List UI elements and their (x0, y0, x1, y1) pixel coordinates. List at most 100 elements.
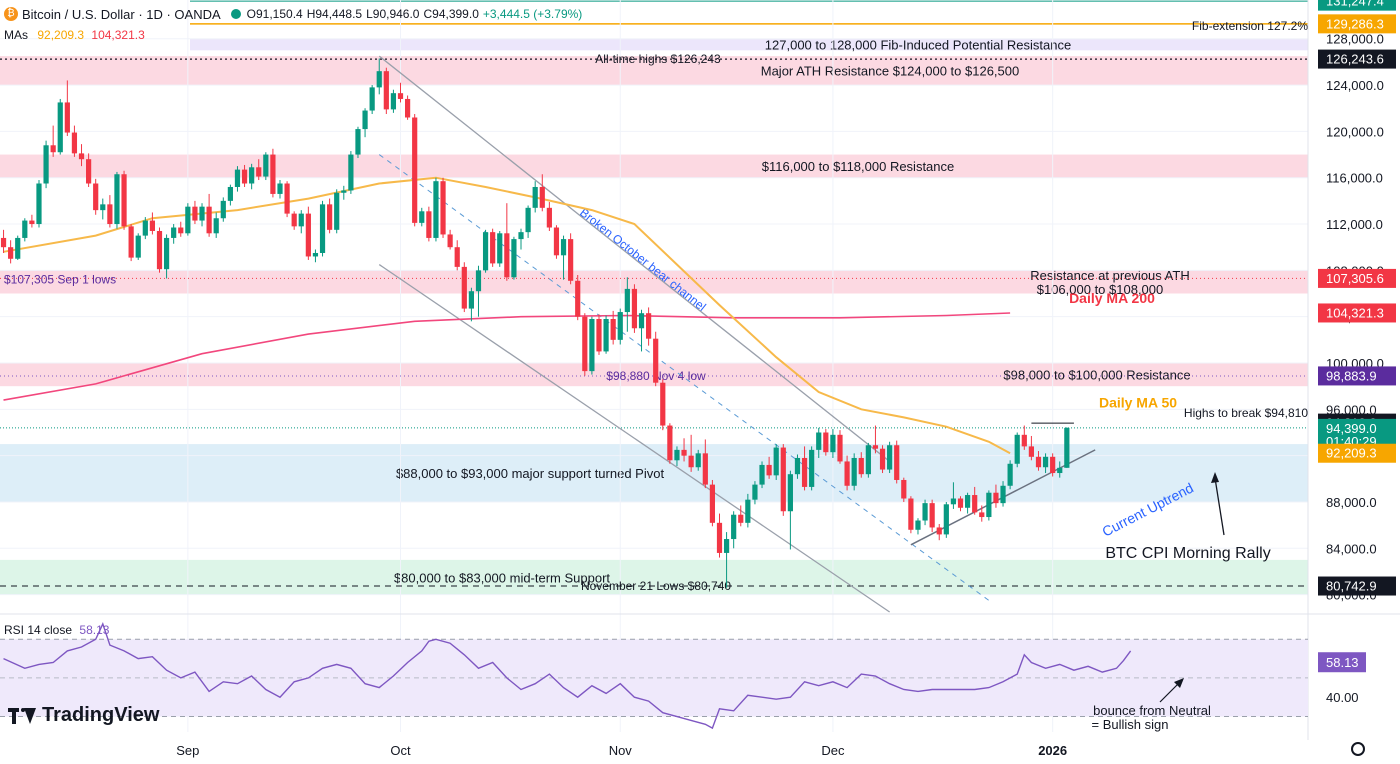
rsi-legend[interactable]: RSI 14 close 58.13 (4, 623, 109, 637)
y-tick-label: 112,000.0 (1326, 217, 1383, 232)
ma-legend[interactable]: MAs 92,209.3 104,321.3 (4, 28, 145, 42)
candle-body (206, 206, 212, 234)
candle-body (801, 457, 808, 487)
price-tag-text: 126,243.6 (1326, 52, 1384, 67)
candle-body (518, 232, 524, 240)
zone-band (0, 56, 1308, 86)
tradingview-wordmark: TradingView (42, 704, 160, 726)
candle-body (404, 98, 411, 118)
candle-body (646, 313, 652, 339)
candle-body (979, 512, 985, 518)
candle-body (617, 312, 623, 340)
candle-body (723, 539, 730, 553)
channel-label: Broken October bear channel (577, 205, 708, 313)
candle-body (624, 288, 630, 313)
candle-body (220, 200, 226, 219)
candle-body (610, 319, 616, 340)
candle-body (809, 449, 815, 487)
candle-body (100, 204, 106, 211)
candle-body (22, 220, 28, 238)
candle-body (964, 495, 971, 508)
candle-body (199, 206, 205, 221)
candle-body (1064, 427, 1070, 468)
candle-body (362, 110, 368, 130)
candle-body (950, 498, 957, 505)
price-tag (1318, 268, 1396, 288)
candle-body (263, 154, 269, 177)
candle-body (171, 227, 177, 238)
fib-label: Fib-extension 127.2% (1192, 19, 1308, 33)
candle-body (64, 102, 70, 133)
candle-body (256, 167, 262, 177)
ohlc-change: +3,444.5 (+3.79%) (482, 7, 583, 21)
candle-body (50, 145, 56, 153)
ohlc-open: O91,150.4 (246, 7, 303, 21)
candle-body (284, 183, 290, 214)
candle-body (638, 313, 645, 329)
candle-body (993, 492, 999, 504)
bounce-arrowhead (1174, 678, 1184, 688)
candle-body (858, 457, 864, 475)
candle-body (972, 495, 978, 513)
candle-body (1021, 434, 1027, 447)
rsi-label: RSI 14 close (4, 623, 73, 637)
candle-body (794, 457, 801, 475)
candle-body (709, 484, 716, 523)
candle-body (334, 192, 340, 230)
candle-body (433, 181, 439, 238)
market-status-icon (230, 9, 241, 19)
rsi-legend-value: 58.13 (79, 623, 110, 637)
candle-body (440, 181, 446, 235)
candle-body (773, 447, 779, 476)
candle-body (475, 270, 482, 292)
price-tag (1318, 0, 1396, 11)
chart-legend: ₿ Bitcoin / U.S. Dollar · 1D · OANDA O91… (0, 0, 586, 28)
candle-body (270, 154, 276, 194)
candle-body (397, 93, 404, 99)
candle-body (603, 319, 609, 352)
candle-body (447, 234, 453, 248)
tradingview-logo[interactable]: TradingView (8, 704, 159, 727)
candle-body (667, 425, 673, 461)
candle-body (142, 220, 148, 236)
candle-body (830, 434, 836, 453)
y-tick-label: 124,000.0 (1326, 78, 1384, 93)
rally-arrow (1214, 477, 1225, 536)
price-tag (1318, 366, 1396, 386)
candle-body (575, 280, 581, 317)
candle-body (589, 319, 595, 372)
candle-body (107, 204, 113, 225)
candle-body (731, 514, 737, 540)
candle-body (319, 204, 326, 253)
candle-body (461, 266, 467, 309)
fib-label: Fib-extension 138.2% (1192, 0, 1308, 2)
candle-body (816, 432, 822, 450)
candle-body (57, 102, 63, 153)
x-tick-label: Nov (609, 743, 633, 758)
candle-body (419, 211, 425, 223)
candle-body (787, 474, 793, 512)
zone-band (0, 270, 1308, 294)
price-tag-text: 131,247.4 (1326, 0, 1384, 9)
candle-body (922, 503, 928, 521)
candle-body (29, 220, 35, 225)
price-tag (1318, 49, 1396, 69)
candle-body (1028, 446, 1034, 457)
bitcoin-icon: ₿ (4, 7, 18, 21)
candle-body (1057, 467, 1063, 474)
y-tick-label: 116,000.0 (1326, 171, 1383, 186)
candle-body (327, 204, 333, 230)
candle-body (865, 445, 871, 475)
candle-body (86, 159, 92, 184)
candle-body (149, 220, 156, 231)
candle-body (178, 227, 184, 234)
ma200-value: 104,321.3 (91, 28, 145, 42)
candle-body (482, 232, 489, 271)
symbol-title[interactable]: Bitcoin / U.S. Dollar · 1D · OANDA (22, 6, 221, 22)
x-tick-label: Sep (176, 743, 199, 758)
settings-gear-icon[interactable] (1351, 742, 1365, 756)
candle-body (1007, 463, 1013, 486)
y-tick-label: 84,000.0 (1326, 541, 1377, 556)
